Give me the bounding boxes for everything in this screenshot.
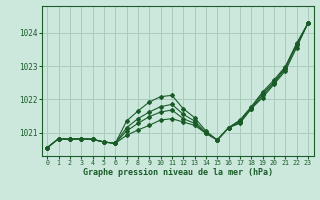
- X-axis label: Graphe pression niveau de la mer (hPa): Graphe pression niveau de la mer (hPa): [83, 168, 273, 177]
